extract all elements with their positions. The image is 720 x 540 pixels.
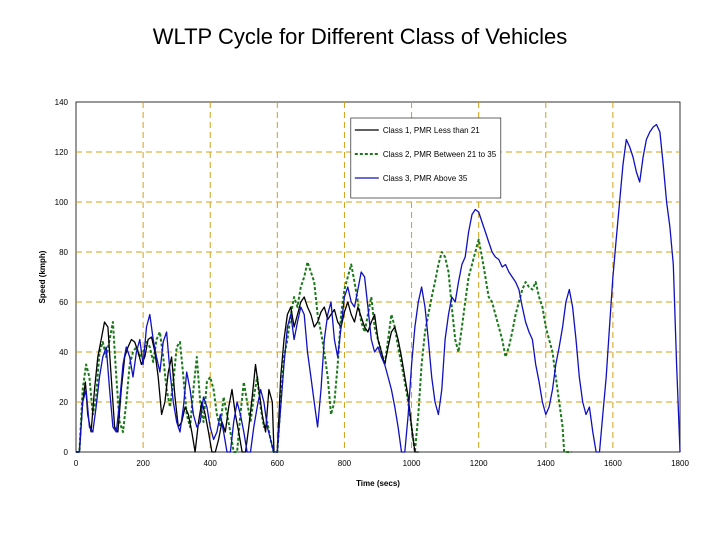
slide-title: WLTP Cycle for Different Class of Vehicl… bbox=[152, 24, 568, 49]
legend-box bbox=[350, 117, 502, 199]
x-axis-label: Time (secs) bbox=[356, 479, 400, 488]
x-tick-label: 200 bbox=[136, 459, 150, 468]
legend-entry-label: Class 3, PMR Above 35 bbox=[383, 174, 468, 183]
y-tick-label: 140 bbox=[55, 98, 69, 107]
series-line-class-3 bbox=[76, 123, 681, 453]
y-tick-label: 40 bbox=[59, 348, 68, 357]
series-line-class-2 bbox=[76, 238, 572, 453]
y-tick-label: 20 bbox=[59, 398, 68, 407]
x-tick-label: 400 bbox=[204, 459, 218, 468]
y-axis-label: Speed (kmph) bbox=[38, 250, 47, 303]
legend-entry-label: Class 2, PMR Between 21 to 35 bbox=[383, 150, 497, 159]
y-tick-label: 80 bbox=[59, 248, 68, 257]
y-tick-label: 0 bbox=[64, 448, 69, 457]
x-tick-label: 600 bbox=[271, 459, 285, 468]
x-tick-label: 1200 bbox=[470, 459, 488, 468]
series-line-class-1 bbox=[76, 296, 419, 453]
x-tick-label: 1600 bbox=[604, 459, 622, 468]
series-group bbox=[76, 123, 681, 453]
x-tick-label: 1400 bbox=[537, 459, 555, 468]
legend: Class 1, PMR Less than 21 Class 2, PMR Be… bbox=[350, 117, 502, 199]
x-tick-label: 0 bbox=[74, 459, 79, 468]
y-tick-label: 120 bbox=[55, 148, 69, 157]
x-tick-label: 1800 bbox=[671, 459, 689, 468]
y-tick-label: 60 bbox=[59, 298, 68, 307]
legend-entry-label: Class 1, PMR Less than 21 bbox=[383, 126, 480, 135]
x-tick-label: 800 bbox=[338, 459, 352, 468]
x-tick-label: 1000 bbox=[403, 459, 421, 468]
y-tick-label: 100 bbox=[55, 198, 69, 207]
